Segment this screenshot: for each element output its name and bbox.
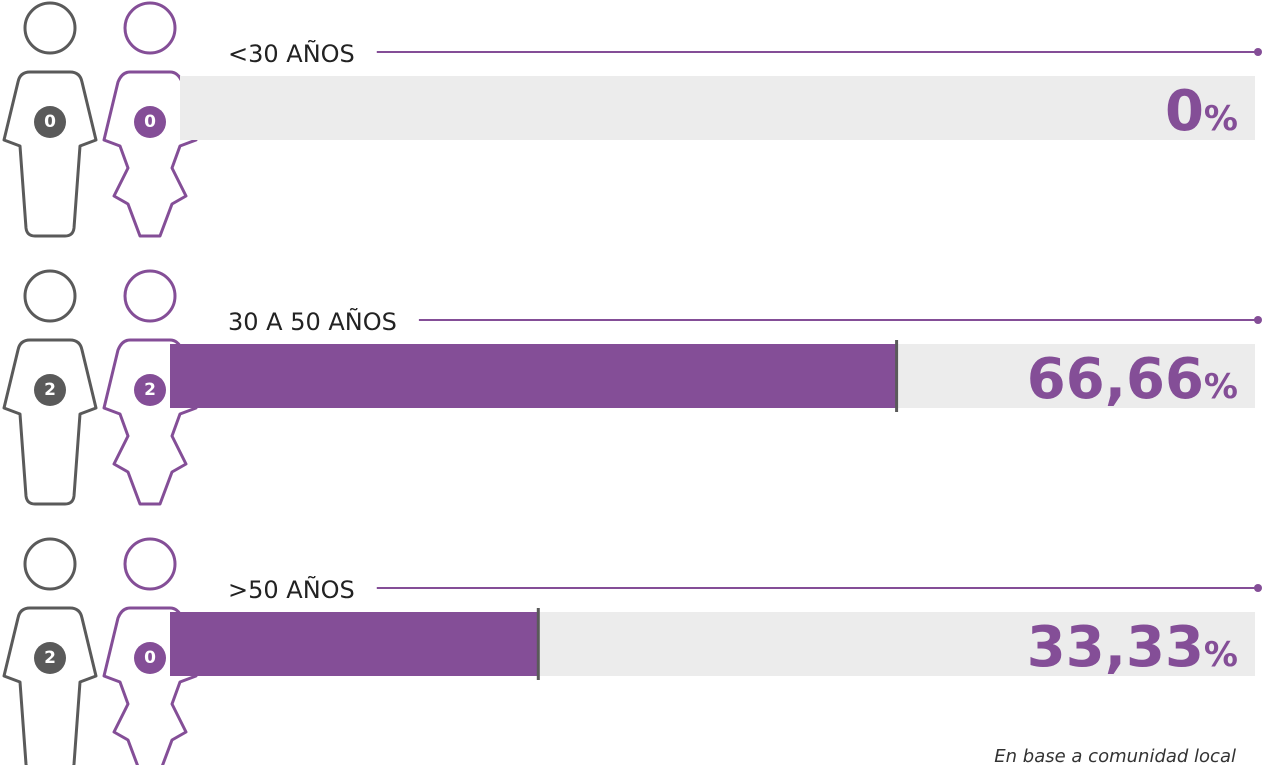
female-body (102, 70, 198, 238)
male-badge (34, 374, 66, 406)
bar (170, 612, 539, 676)
male-body (2, 606, 98, 765)
male-head (23, 537, 77, 591)
male-body (2, 70, 98, 238)
value-label: 66,66% (1027, 347, 1238, 412)
female-badge (134, 106, 166, 138)
bar (170, 344, 897, 408)
bar (170, 76, 180, 140)
female-badge (134, 642, 166, 674)
footnote: En base a comunidad local (994, 746, 1236, 765)
bar-track (180, 76, 1255, 140)
leader-dot (1254, 584, 1262, 592)
male-badge (34, 106, 66, 138)
category-label: <30 AÑOS (228, 38, 355, 68)
male-count: 0 (44, 112, 56, 132)
male-badge (34, 642, 66, 674)
female-body (102, 606, 198, 765)
male-body (2, 338, 98, 506)
row: 2 2 30 A 50 AÑOS 66,66% (2, 269, 1262, 506)
female-head (123, 269, 177, 323)
row: 0 0 <30 AÑOS 0% (2, 1, 1262, 238)
category-label: >50 AÑOS (228, 574, 355, 604)
male-count: 2 (44, 380, 56, 400)
value-label: 0% (1165, 79, 1238, 144)
male-head (23, 269, 77, 323)
female-body (102, 338, 198, 506)
row: 2 0 >50 AÑOS 33,33% (2, 537, 1262, 765)
female-head (123, 537, 177, 591)
category-label: 30 A 50 AÑOS (228, 306, 397, 336)
male-head (23, 1, 77, 55)
female-badge (134, 374, 166, 406)
female-count: 2 (144, 380, 156, 400)
leader-dot (1254, 48, 1262, 56)
female-count: 0 (144, 112, 156, 132)
leader-dot (1254, 316, 1262, 324)
male-count: 2 (44, 648, 56, 668)
value-label: 33,33% (1027, 615, 1238, 680)
female-head (123, 1, 177, 55)
female-count: 0 (144, 648, 156, 668)
